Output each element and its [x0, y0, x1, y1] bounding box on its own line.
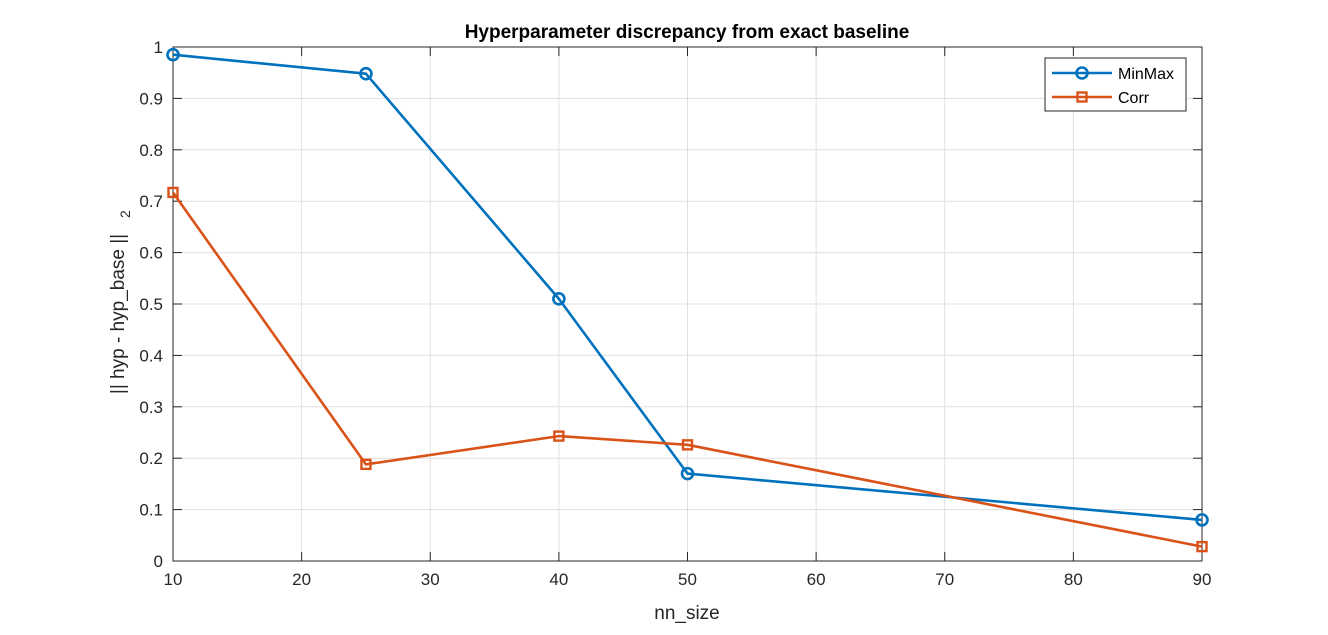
y-tick-label: 1 [154, 38, 163, 57]
data-point-minmax [166, 47, 180, 62]
x-tick-label: 20 [292, 570, 311, 589]
data-point-corr [1196, 540, 1208, 553]
y-tick-label: 0.5 [139, 295, 163, 314]
chart-title: Hyperparameter discrepancy from exact ba… [465, 22, 910, 43]
x-axis-label: nn_size [654, 603, 720, 624]
data-point-corr [553, 430, 565, 442]
legend-label-corr: Corr [1118, 90, 1150, 107]
legend-box [1044, 57, 1187, 112]
y-tick-label: 0.9 [139, 89, 163, 108]
y-tick-label: 0.1 [139, 501, 163, 520]
y-tick-label: 0.8 [139, 141, 163, 160]
y-axis-label-group: || hyp - hyp_base || 2 [108, 210, 133, 394]
x-tick-label: 60 [807, 570, 826, 589]
legend-label-minmax: MinMax [1118, 66, 1174, 83]
legend-marker-minmax [1075, 66, 1089, 80]
y-axis-label: || hyp - hyp_base || [108, 234, 129, 394]
series-line-corr [171, 191, 1203, 548]
y-tick-label: 0.7 [139, 192, 163, 211]
legend-marker-corr [1076, 91, 1088, 103]
y-tick-label: 0.4 [139, 346, 163, 365]
y-tick-label: 0 [154, 552, 163, 571]
y-tick-label: 0.6 [139, 244, 163, 263]
x-tick-label: 90 [1193, 570, 1212, 589]
data-point-minmax [1195, 513, 1209, 527]
x-tick-label: 50 [678, 570, 697, 589]
data-point-minmax [359, 66, 373, 81]
y-tick-label: 0.2 [139, 449, 163, 468]
series-group [166, 47, 1209, 553]
series-line-minmax [172, 53, 1203, 522]
data-point-minmax [680, 466, 695, 481]
x-tick-label: 70 [935, 570, 954, 589]
x-tick-label: 40 [549, 570, 568, 589]
axis-ticks: 10 20 30 40 50 60 70 80 90 0 0.1 0.2 0.3 0.4 0.5 0.6 0.7… [139, 38, 1211, 589]
legend: MinMax Corr [1044, 57, 1187, 112]
data-point-minmax [552, 292, 566, 306]
x-tick-label: 80 [1064, 570, 1083, 589]
y-tick-label: 0.3 [139, 398, 163, 417]
data-point-corr [681, 439, 694, 451]
data-point-corr [360, 458, 372, 471]
x-tick-label: 10 [164, 570, 183, 589]
y-axis-label-subscript: 2 [117, 210, 133, 218]
x-tick-label: 30 [421, 570, 440, 589]
data-point-corr [167, 186, 179, 199]
